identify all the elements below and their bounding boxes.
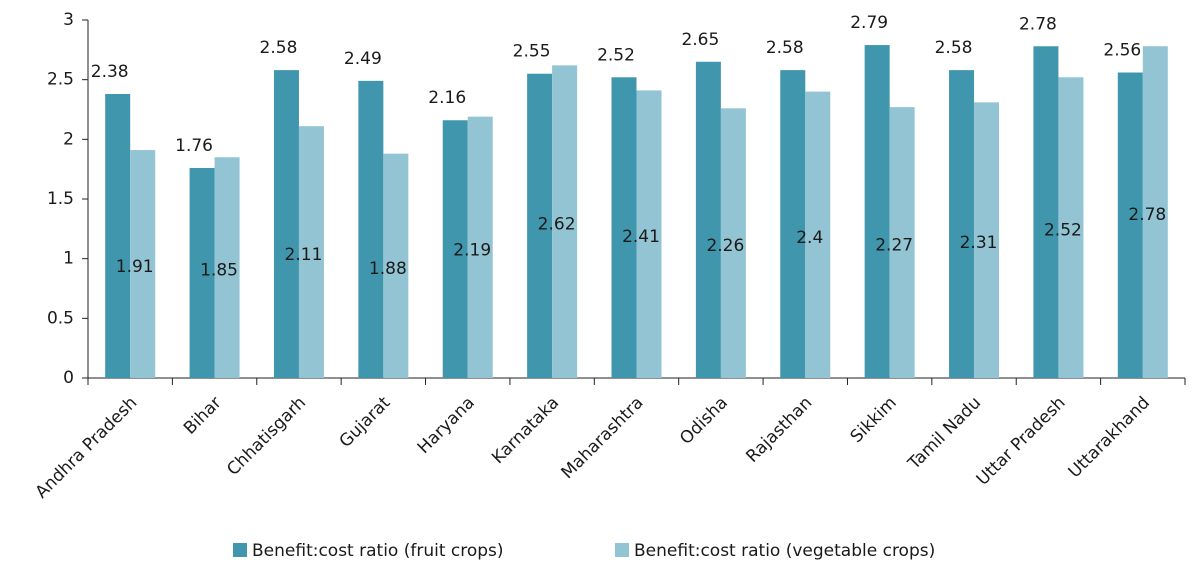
bar: [527, 73, 553, 378]
data-label: 2.38: [91, 62, 129, 82]
data-label: 2.26: [706, 236, 744, 256]
y-tick-label: 1: [63, 249, 74, 269]
bar: [298, 126, 324, 378]
bar: [949, 70, 975, 379]
bar: [974, 102, 1000, 378]
y-tick-label: 2: [63, 129, 74, 149]
data-label: 2.16: [428, 88, 466, 108]
data-label: 1.85: [200, 261, 238, 281]
data-label: 1.88: [369, 259, 407, 279]
bar: [442, 120, 468, 379]
y-tick-label: 3: [63, 10, 74, 30]
x-tick-label: Karnataka: [488, 393, 563, 468]
data-label: 2.65: [681, 30, 719, 50]
bar: [383, 153, 409, 378]
bar: [864, 45, 890, 379]
x-tick-label: Andhra Pradesh: [32, 393, 142, 503]
data-label: 1.91: [116, 257, 154, 277]
data-label: 2.49: [344, 49, 382, 69]
x-tick-label: Uttar Pradesh: [973, 393, 1070, 490]
bar: [130, 150, 156, 378]
x-tick-label: Odisha: [676, 393, 732, 449]
x-tick-label: Haryana: [414, 393, 479, 458]
bar: [105, 93, 131, 378]
bar: [189, 167, 215, 378]
data-label: 1.76: [175, 136, 213, 156]
x-tick-label: Chhatisgarh: [223, 393, 310, 480]
bar: [273, 70, 299, 379]
legend-label: Benefit:cost ratio (vegetable crops): [634, 541, 935, 561]
data-label: 2.19: [453, 240, 491, 260]
data-label: 2.4: [796, 228, 823, 248]
x-tick-label: Sikkim: [847, 393, 901, 447]
bar: [780, 70, 806, 379]
bar: [1058, 77, 1084, 378]
data-label: 2.56: [1103, 41, 1141, 61]
data-label: 2.79: [850, 13, 888, 33]
data-label: 2.58: [766, 38, 804, 58]
legend-swatch: [233, 543, 247, 557]
bar: [889, 107, 915, 378]
x-tick-label: Tamil Nadu: [904, 393, 985, 474]
data-label: 2.31: [960, 233, 998, 253]
data-label: 2.52: [1044, 221, 1082, 241]
data-label: 2.62: [538, 215, 576, 235]
x-tick-label: Bihar: [180, 393, 226, 439]
data-label: 2.27: [875, 236, 913, 256]
data-label: 2.58: [260, 38, 298, 58]
x-tick-label: Uttarakhand: [1065, 393, 1154, 482]
x-tick-label: Rajasthan: [742, 393, 816, 467]
data-label: 2.78: [1128, 205, 1166, 225]
bar: [214, 157, 240, 378]
bar: [695, 61, 721, 379]
data-label: 2.58: [935, 38, 973, 58]
bar: [552, 65, 578, 378]
x-tick-label: Gujarat: [336, 393, 395, 452]
bar: [1117, 72, 1143, 379]
x-tick-label: Maharashtra: [557, 393, 647, 483]
bar: [1142, 46, 1168, 379]
legend-label: Benefit:cost ratio (fruit crops): [252, 541, 504, 561]
data-label: 2.11: [285, 245, 323, 265]
bar: [805, 91, 831, 378]
data-label: 2.55: [513, 42, 551, 62]
bar: [611, 77, 637, 378]
y-tick-label: 1.5: [47, 189, 74, 209]
data-label: 2.52: [597, 45, 635, 65]
bar: [358, 80, 384, 379]
y-tick-label: 0: [63, 368, 74, 388]
bar: [467, 116, 493, 378]
bar: [720, 108, 746, 378]
legend-swatch: [615, 543, 629, 557]
y-tick-label: 2.5: [47, 70, 74, 90]
data-label: 2.41: [622, 227, 660, 247]
bar: [636, 90, 662, 378]
data-label: 2.78: [1019, 14, 1057, 34]
bar: [1033, 46, 1059, 379]
y-tick-label: 0.5: [47, 308, 74, 328]
